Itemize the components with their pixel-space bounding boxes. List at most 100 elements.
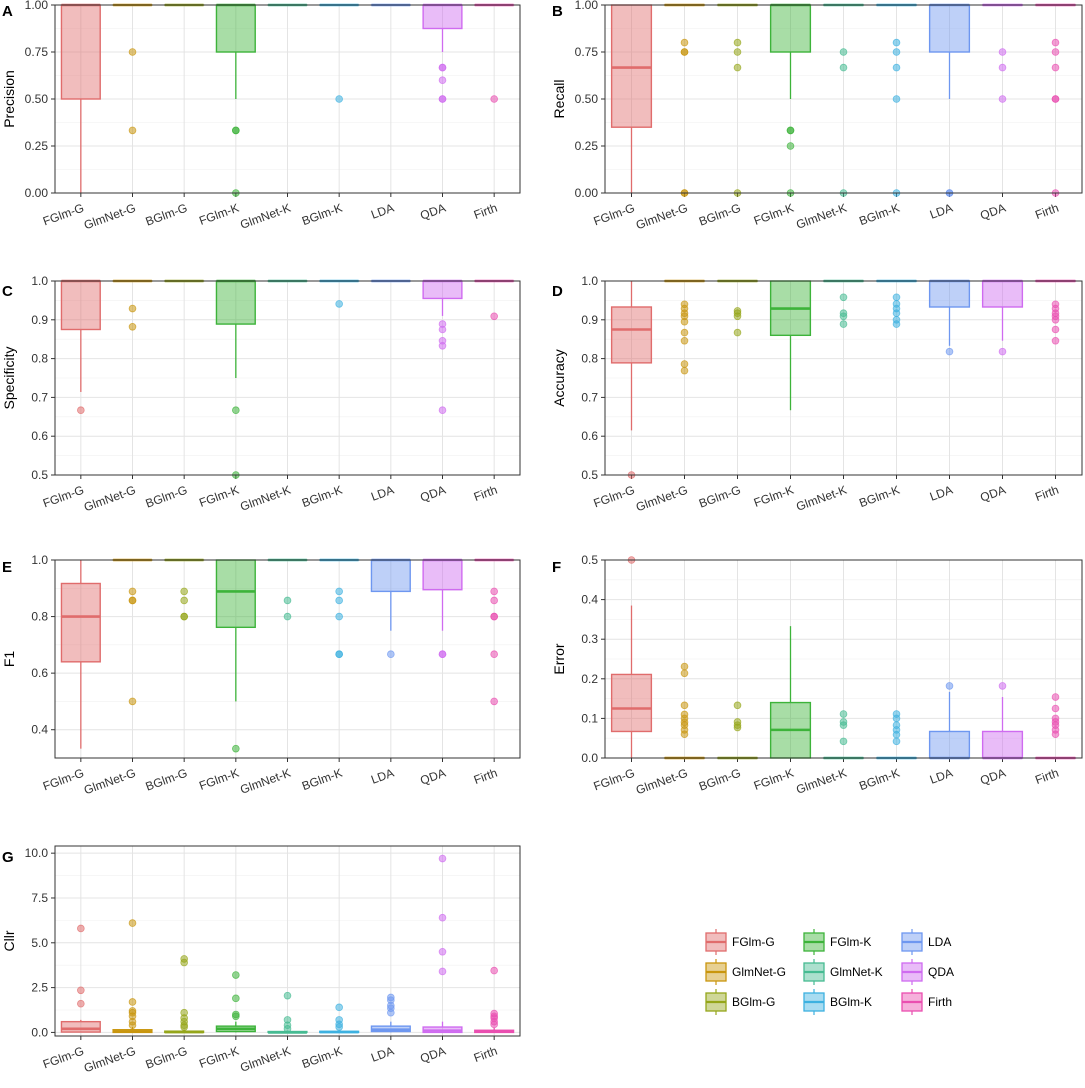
panel-b-box-bglm-g-outlier bbox=[733, 38, 742, 47]
panel-e-box-fglm-k-iqr-rect bbox=[215, 559, 256, 629]
panel-a-xtick-label-bglm-k: BGlm-K bbox=[300, 201, 344, 229]
panel-a-ytick-label: 1.00 bbox=[25, 0, 49, 12]
panel-f-box-glmnet-k-outlier bbox=[839, 737, 848, 746]
panel-b-box-lda-iqr-rect bbox=[928, 4, 971, 53]
panel-b-box-fglm-k-outlier bbox=[786, 126, 795, 135]
panel-b-box-lda bbox=[928, 3, 971, 197]
panel-a-xtick-label-glmnet-g: GlmNet-G bbox=[82, 201, 138, 233]
panel-g-xtick-label-firth: Firth bbox=[472, 1044, 499, 1065]
panel-a-xtick-label-lda: LDA bbox=[369, 201, 396, 222]
panel-e-box-bglm-k-outlier bbox=[335, 650, 343, 658]
legend-label-fglm-g: FGlm-G bbox=[732, 935, 775, 949]
panel-g-box-fglm-g-outlier bbox=[77, 999, 85, 1008]
panel-f-box-glmnet-g-outlier bbox=[680, 730, 689, 739]
panel-a-box-firth-outlier bbox=[490, 95, 498, 103]
panel-g-border bbox=[54, 845, 521, 1037]
panel-a-xtick-label-firth: Firth bbox=[472, 201, 499, 222]
panel-d-box-bglm-g-outlier bbox=[733, 312, 742, 321]
panel-e-box-firth-outlier bbox=[490, 596, 498, 605]
panel-f-xtick-label-lda: LDA bbox=[928, 766, 955, 787]
panel-c-letter: C bbox=[2, 283, 13, 300]
panel-c-box-fglm-g bbox=[60, 279, 101, 415]
panel-e-box-fglm-g-iqr-rect bbox=[60, 582, 101, 663]
panel-c-box-bglm-k-outlier bbox=[335, 300, 343, 308]
panel-a-box-bglm-k-outlier bbox=[335, 95, 343, 103]
panel-a-ytick-label: 0.25 bbox=[25, 139, 49, 153]
panel-b-xtick-label-bglm-g: BGlm-G bbox=[697, 201, 743, 229]
panel-f-box-bglm-k-outlier bbox=[892, 730, 901, 739]
panel-c-box-qda-outlier bbox=[438, 341, 447, 350]
legend-entry-fglm-k: FGlm-K bbox=[803, 929, 871, 955]
panel-g-ytick-label: 5.0 bbox=[31, 936, 48, 950]
panel-f-box-firth-outlier bbox=[1051, 730, 1060, 739]
panel-c-box-qda-outlier bbox=[438, 325, 447, 334]
panel-g-box-bglm-k bbox=[319, 1003, 360, 1034]
panel-f-box-fglm-g bbox=[610, 556, 653, 758]
panel-g-box-fglm-g-outlier bbox=[77, 986, 85, 995]
panel-f-ytick-label: 0.1 bbox=[581, 711, 598, 725]
panel-c-xtick-label-glmnet-k: GlmNet-K bbox=[238, 483, 292, 514]
panel-b-box-bglm-g-outlier bbox=[733, 63, 742, 72]
panel-g-box-qda-outlier bbox=[438, 947, 447, 956]
panel-d-xtick-label-glmnet-k: GlmNet-K bbox=[794, 483, 848, 514]
panel-b-box-firth-outlier bbox=[1051, 95, 1060, 103]
panel-g-box-firth-outlier bbox=[490, 1020, 498, 1029]
panel-a-box-fglm-g-iqr-rect bbox=[60, 4, 101, 100]
panel-g-box-glmnet-k bbox=[267, 991, 308, 1034]
panel-b-box-firth-outlier bbox=[1051, 38, 1060, 47]
panel-g-box-fglm-k bbox=[215, 971, 256, 1033]
panel-f-box-glmnet-g-outlier bbox=[680, 662, 689, 671]
panel-b-box-fglm-g-iqr-rect bbox=[610, 4, 653, 128]
panel-g-box-fglm-g-outlier bbox=[77, 924, 85, 933]
panel-d-xtick-label-fglm-g: FGlm-G bbox=[592, 483, 637, 511]
panel-d-xtick-label-glmnet-g: GlmNet-G bbox=[634, 483, 690, 515]
panel-d-box-bglm-k-outlier bbox=[892, 320, 901, 328]
panel-b-box-bglm-g-outlier bbox=[733, 48, 742, 56]
panel-f-box-glmnet-g-outlier bbox=[680, 701, 689, 710]
panel-c-box-fglm-g-outlier bbox=[77, 406, 85, 415]
panel-c-ytick-label: 0.5 bbox=[31, 468, 48, 482]
panel-f-xtick-label-qda: QDA bbox=[978, 766, 1007, 788]
panel-g-box-fglm-g-iqr-rect bbox=[60, 1020, 101, 1033]
legend-label-glmnet-g: GlmNet-G bbox=[732, 965, 786, 979]
panel-a-box-qda-outlier bbox=[438, 76, 447, 84]
panel-g-xtick-label-qda: QDA bbox=[418, 1044, 447, 1066]
panel-e-xtick-label-fglm-k: FGlm-K bbox=[197, 766, 241, 793]
panel-d-ylabel: Accuracy bbox=[551, 349, 567, 407]
panel-g-box-bglm-g-outlier bbox=[180, 1023, 188, 1031]
panel-g-box-fglm-k-outlier bbox=[232, 1012, 240, 1021]
panel-g-box-bglm-k-outlier bbox=[335, 1003, 343, 1012]
panel-b-box-fglm-g bbox=[610, 4, 653, 193]
panel-g-xtick-label-bglm-k: BGlm-K bbox=[300, 1044, 344, 1072]
panel-g-xtick-label-fglm-g: FGlm-G bbox=[41, 1044, 86, 1072]
panel-g-box-lda bbox=[370, 993, 411, 1033]
panel-a-xtick-label-qda: QDA bbox=[418, 201, 447, 223]
panel-c-xtick-label-firth: Firth bbox=[472, 483, 499, 504]
panel-f-xtick-label-glmnet-g: GlmNet-G bbox=[634, 766, 690, 798]
panel-c-ylabel: Specificity bbox=[1, 346, 17, 409]
panel-e-box-fglm-g bbox=[60, 560, 101, 749]
panel-e-box-firth-outlier bbox=[490, 587, 498, 596]
panel-g-box-qda-outlier bbox=[438, 854, 447, 863]
panel-a-xtick-label-glmnet-k: GlmNet-K bbox=[238, 201, 292, 232]
panel-a-box-fglm-k-iqr-rect bbox=[215, 4, 256, 53]
panel-a-box-qda-outlier bbox=[438, 63, 447, 72]
panel-g-box-fglm-g bbox=[60, 924, 101, 1033]
panel-g-box-bglm-k-outlier bbox=[335, 1023, 343, 1031]
panel-c-box-fglm-k-iqr-rect bbox=[215, 280, 256, 325]
panel-b-xtick-label-qda: QDA bbox=[978, 201, 1007, 223]
panel-f-box-lda-iqr-rect bbox=[928, 730, 971, 759]
panel-f-box-qda-iqr-rect bbox=[981, 730, 1024, 759]
legend: FGlm-G FGlm-K LDA GlmNet-G GlmNet-K QDA BGlm-G… bbox=[705, 929, 954, 1015]
panel-g-box-glmnet-g-outlier bbox=[128, 998, 137, 1006]
panel-a-ytick-label: 0.00 bbox=[25, 186, 49, 200]
panel-e-box-glmnet-k-outlier bbox=[283, 612, 292, 621]
panel-e-ytick-label: 0.8 bbox=[31, 610, 48, 624]
panel-g-box-qda bbox=[422, 854, 463, 1034]
legend-entry-fglm-g: FGlm-G bbox=[705, 929, 775, 955]
